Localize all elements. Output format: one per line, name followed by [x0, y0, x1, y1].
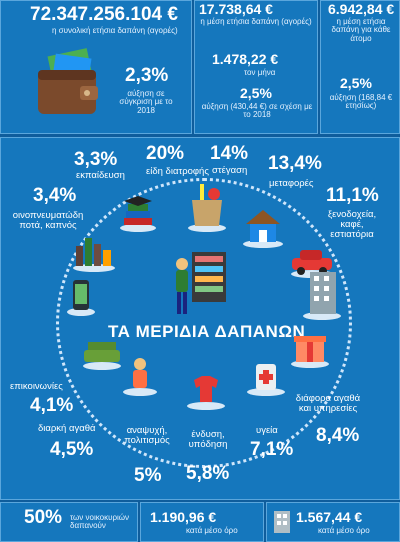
building-icon — [274, 511, 290, 533]
bottom-right-desc: κατά μέσο όρο — [318, 526, 370, 535]
category-ring — [56, 178, 352, 468]
sofa-icon — [83, 342, 121, 370]
label-communications: επικοινωνίες — [10, 381, 63, 392]
label-food: είδη διατροφής — [146, 166, 209, 177]
top-mid-pct-desc: αύξηση (430,44 €) σε σχέση με το 2018 — [201, 102, 313, 120]
bottom-mid-value: 1.190,96 € — [150, 509, 217, 525]
center-title: ΤΑ ΜΕΡΙΔΙΑ ΔΑΠΑΝΩΝ — [108, 322, 306, 341]
label-housing: στέγαση — [212, 165, 248, 176]
per-person-desc: η μέση ετήσια δαπάνη για κάθε άτομο — [331, 17, 391, 43]
pct-durable-goods: 4,5% — [50, 439, 94, 460]
grocery-bag-icon — [188, 184, 226, 232]
total-spending: 72.347.256.104 € — [30, 4, 178, 25]
pct-health: 7,1% — [250, 439, 294, 460]
label-leisure-culture: αναψυχή, πολιτισμός — [124, 425, 170, 446]
bottles-icon — [73, 238, 115, 272]
phone-icon — [67, 280, 95, 316]
top-right-panel — [320, 0, 400, 134]
avg-annual-spending: 17.738,64 € — [199, 1, 273, 17]
top-left-pct: 2,3% — [125, 65, 169, 86]
pct-transport: 13,4% — [268, 153, 322, 174]
pct-clothing-footwear: 5,8% — [186, 463, 230, 484]
pct-leisure-culture: 5% — [134, 465, 162, 486]
pct-alcohol-tobacco: 3,4% — [33, 185, 77, 206]
per-person-spending: 6.942,84 € — [328, 1, 395, 17]
label-education: εκπαίδευση — [76, 170, 125, 181]
avg-annual-desc: η μέση ετήσια δαπάνη (αγορές) — [200, 17, 312, 26]
label-transport: μεταφορές — [269, 178, 314, 189]
pct-misc-goods-services: 8,4% — [316, 425, 360, 446]
top-right-pct: 2,5% — [340, 75, 372, 91]
pct-communications: 4,1% — [30, 395, 74, 416]
wallet-icon — [38, 48, 98, 114]
books-icon — [120, 196, 156, 232]
pct-housing: 14% — [210, 143, 249, 164]
label-durable-goods: διαρκή αγαθά — [38, 423, 96, 434]
pct-hotels-restaurants: 11,1% — [326, 185, 379, 206]
total-spending-desc: η συνολική ετήσια δαπάνη (αγορές) — [52, 26, 178, 35]
bottom-left-desc: των νοικοκυριών δαπανούν — [70, 513, 130, 531]
top-right-pct-desc: αύξηση (168,84 € ετησίως) — [329, 93, 393, 111]
label-hotels-restaurants: ξενοδοχεία, καφέ, εστιατόρια — [327, 209, 377, 240]
top-mid-panel — [194, 0, 318, 134]
top-mid-pct: 2,5% — [240, 85, 272, 101]
clothing-icon — [187, 376, 225, 410]
label-clothing-footwear: ένδυση, υπόδηση — [188, 429, 228, 450]
house-icon — [243, 210, 283, 248]
label-misc-goods-services: διάφορα αγαθά και υπηρεσίες — [295, 393, 361, 414]
bottom-mid-desc: κατά μέσο όρο — [186, 526, 238, 535]
bottom-left-pct: 50% — [24, 507, 63, 528]
pct-education: 3,3% — [74, 149, 118, 170]
gift-box-icon — [291, 336, 329, 368]
shopper-icon — [176, 252, 226, 314]
top-left-pct-desc: αύξηση σε σύγκριση με το 2018 — [119, 89, 173, 115]
avg-monthly-desc: τον μήνα — [244, 68, 276, 77]
label-health: υγεία — [256, 425, 278, 436]
avg-monthly-spending: 1.478,22 € — [212, 51, 279, 67]
label-alcohol-tobacco: οινοπνευματώδη ποτά, καπνός — [12, 210, 84, 231]
bottom-right-value: 1.567,44 € — [296, 509, 363, 525]
top-left-panel — [0, 0, 192, 134]
pct-food: 20% — [146, 143, 185, 164]
hotel-building-icon — [303, 272, 341, 320]
health-icon — [247, 364, 285, 396]
leisure-icon — [123, 358, 157, 396]
